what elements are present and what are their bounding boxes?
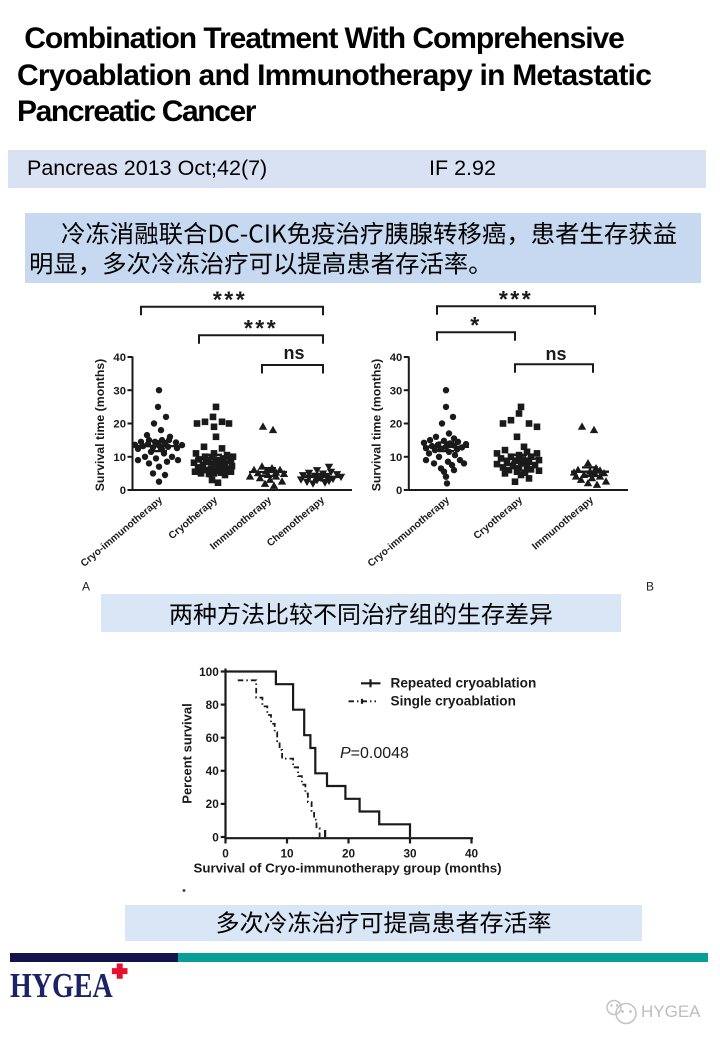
svg-text:B: B xyxy=(646,580,654,594)
svg-text:20: 20 xyxy=(342,847,356,861)
svg-text:ns: ns xyxy=(283,343,304,363)
svg-text:Percent survival: Percent survival xyxy=(179,703,194,803)
svg-text:Immunotherapy: Immunotherapy xyxy=(530,495,596,553)
svg-text:40: 40 xyxy=(465,847,479,861)
svg-text:A: A xyxy=(82,580,90,594)
svg-text:P=0.0048: P=0.0048 xyxy=(340,745,409,762)
svg-text:30: 30 xyxy=(390,385,403,397)
svg-text:0: 0 xyxy=(396,485,402,497)
svg-text:Cryo-immunotherapy: Cryo-immunotherapy xyxy=(366,495,452,570)
svg-text:***: *** xyxy=(244,315,278,341)
svg-text:10: 10 xyxy=(113,452,126,464)
svg-text:40: 40 xyxy=(113,352,126,364)
svg-text:20: 20 xyxy=(206,797,220,811)
svg-text:Cryo-immunotherapy: Cryo-immunotherapy xyxy=(79,495,165,570)
svg-text:100: 100 xyxy=(199,665,219,679)
svg-text:***: *** xyxy=(213,287,247,313)
svg-text:Repeated cryoablation: Repeated cryoablation xyxy=(391,676,537,691)
svg-text:0: 0 xyxy=(212,830,219,844)
svg-text:0: 0 xyxy=(120,485,126,497)
svg-text:Survival of Cryo-immunotherapy: Survival of Cryo-immunotherapy group (mo… xyxy=(193,861,501,876)
svg-text:Cryotherapy: Cryotherapy xyxy=(472,495,525,542)
svg-text:20: 20 xyxy=(390,419,403,431)
svg-text:Survival time (months): Survival time (months) xyxy=(93,359,107,492)
svg-text:Cryotherapy: Cryotherapy xyxy=(167,495,220,542)
svg-text:Survival time (months): Survival time (months) xyxy=(369,359,383,492)
svg-text:Single cryoablation: Single cryoablation xyxy=(391,694,516,709)
svg-text:40: 40 xyxy=(390,352,403,364)
svg-text:ns: ns xyxy=(545,344,566,364)
svg-text:80: 80 xyxy=(206,698,220,712)
svg-text:10: 10 xyxy=(390,452,403,464)
svg-text:40: 40 xyxy=(206,764,220,778)
svg-text:60: 60 xyxy=(206,731,220,745)
svg-text:30: 30 xyxy=(113,385,126,397)
svg-text:*: * xyxy=(470,312,481,338)
svg-text:30: 30 xyxy=(403,847,417,861)
svg-text:0: 0 xyxy=(222,847,229,861)
svg-text:20: 20 xyxy=(113,419,126,431)
svg-text:10: 10 xyxy=(280,847,294,861)
svg-text:Chemotherapy: Chemotherapy xyxy=(265,495,327,549)
svg-text:***: *** xyxy=(499,286,533,312)
